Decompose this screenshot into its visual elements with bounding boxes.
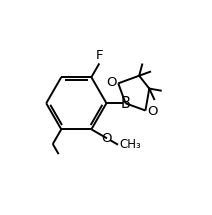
Text: F: F: [96, 49, 103, 62]
Text: B: B: [121, 96, 130, 111]
Text: O: O: [147, 105, 158, 118]
Text: O: O: [106, 76, 117, 89]
Text: O: O: [102, 132, 112, 145]
Text: CH₃: CH₃: [119, 138, 141, 151]
